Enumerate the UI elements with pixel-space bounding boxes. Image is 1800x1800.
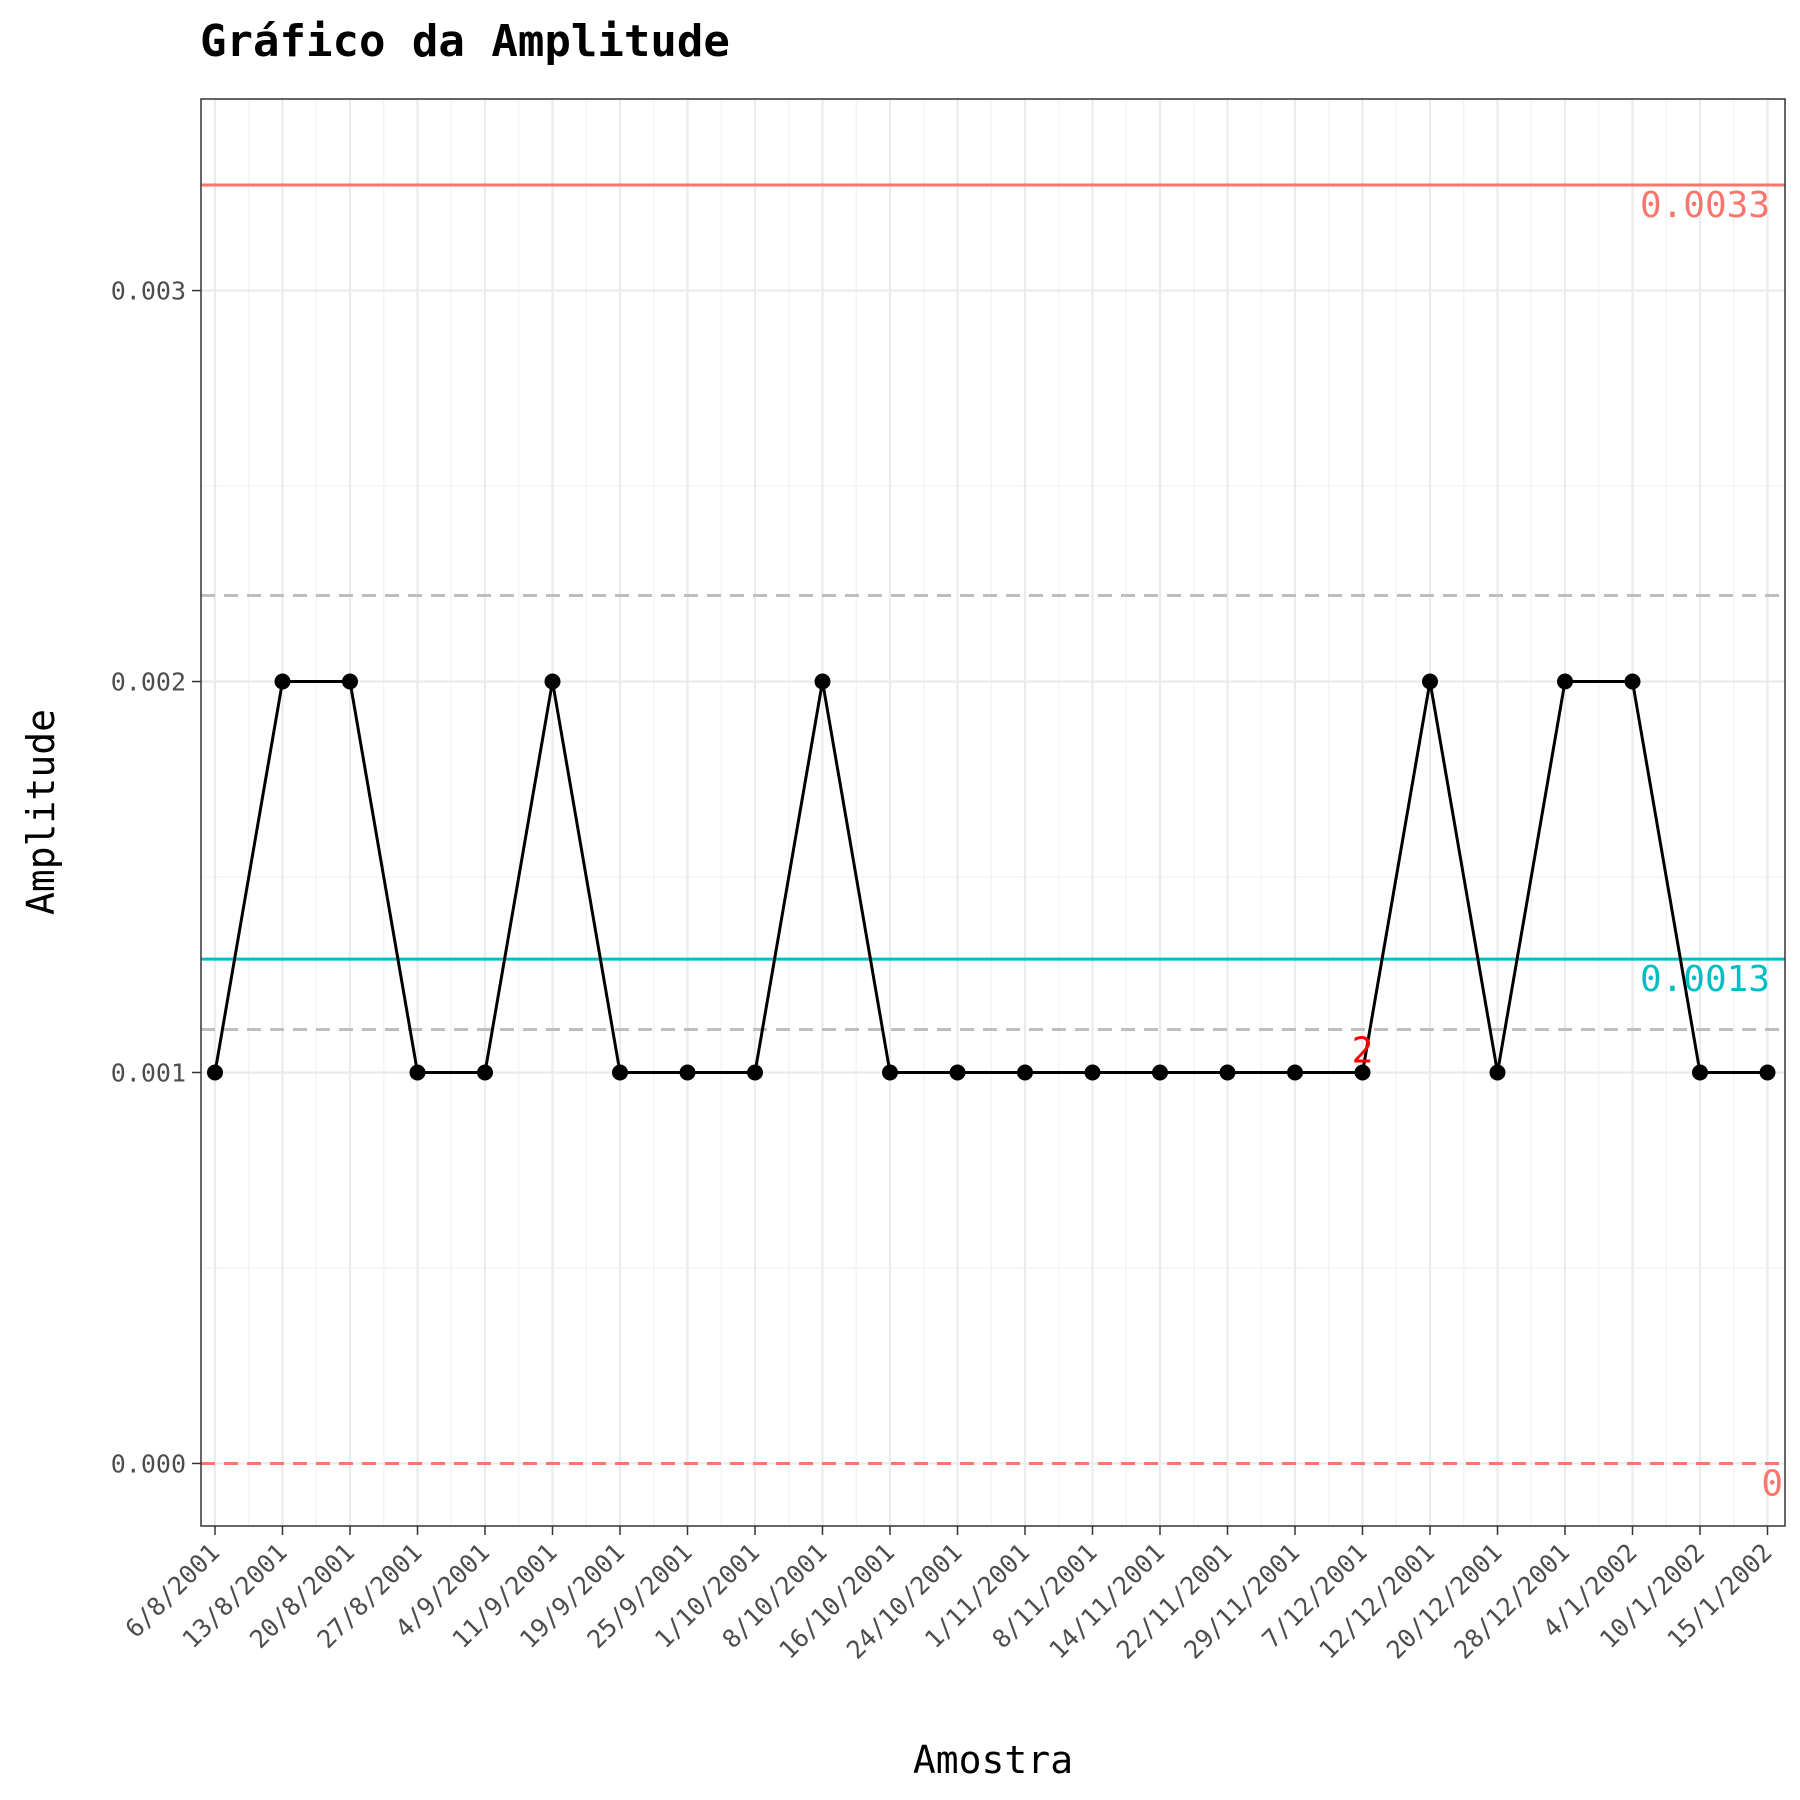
data-point (409, 1064, 426, 1081)
data-point (1084, 1064, 1101, 1081)
y-tick-label: 0.001 (111, 1058, 186, 1087)
y-tick-label: 0.002 (111, 668, 186, 697)
center-label: 0.0013 (1640, 959, 1770, 1000)
y-axis-title: Amplitude (19, 709, 63, 915)
data-point (207, 1064, 223, 1081)
data-point (1624, 673, 1641, 690)
data-point (1692, 1064, 1708, 1081)
chart-title: Gráfico da Amplitude (200, 16, 730, 67)
minor-gridlines (201, 99, 1785, 1526)
plot-border (200, 98, 1786, 1527)
y-axis: 0.000 0.001 0.002 0.003 (111, 277, 201, 1478)
data-point (1489, 1064, 1506, 1081)
data-point (814, 673, 831, 690)
x-axis: 6/8/200113/8/200120/8/200127/8/20014/9/2… (120, 1526, 1778, 1665)
data-point (1152, 1064, 1168, 1081)
data-point (949, 1064, 966, 1081)
lcl-label: 0 (1761, 1463, 1783, 1504)
data-point (342, 673, 358, 690)
amplitude-series (207, 673, 1776, 1081)
y-tick-label: 0.000 (111, 1449, 186, 1478)
data-point (1354, 1064, 1371, 1081)
data-point (1422, 673, 1438, 690)
point-annotation: 2 (1352, 1030, 1374, 1071)
ucl-label: 0.0033 (1640, 185, 1770, 226)
data-point (1287, 1064, 1303, 1081)
data-point (274, 673, 291, 690)
data-point (477, 1064, 493, 1081)
data-point (1557, 673, 1573, 690)
reference-lines (201, 183, 1785, 1465)
plot-panel (201, 99, 1785, 1526)
data-point (612, 1064, 628, 1081)
data-point (882, 1064, 898, 1081)
x-axis-title: Amostra (913, 1738, 1073, 1782)
limit-labels: 0.0033 0.0013 0 2 (1352, 185, 1783, 1504)
data-point (544, 673, 561, 690)
data-point (679, 1064, 696, 1081)
series-line (213, 680, 1768, 1074)
y-tick-label: 0.003 (111, 277, 186, 306)
data-point (1017, 1064, 1033, 1081)
data-point (747, 1064, 763, 1081)
data-point (1219, 1064, 1236, 1081)
data-point (1759, 1064, 1776, 1081)
